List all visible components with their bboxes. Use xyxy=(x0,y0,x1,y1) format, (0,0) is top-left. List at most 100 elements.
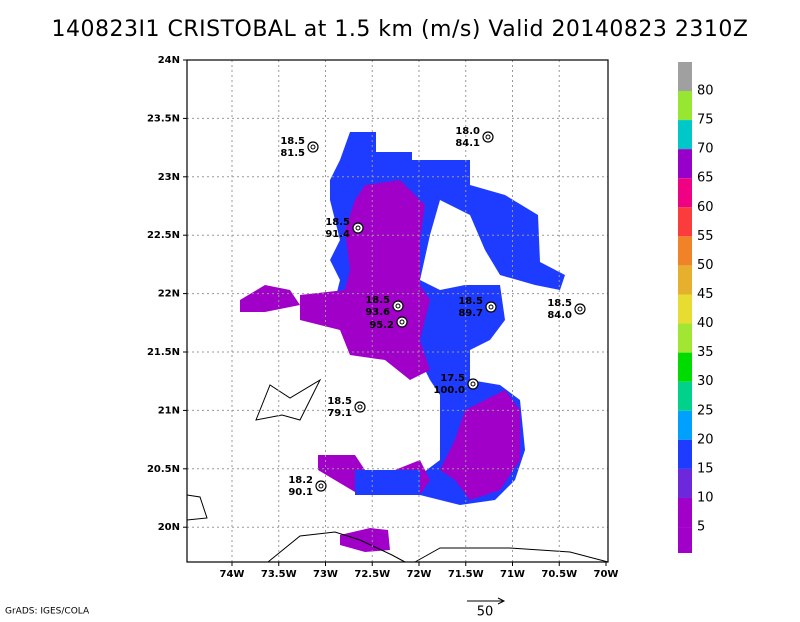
station-dot xyxy=(470,381,476,387)
coastlines xyxy=(186,378,609,563)
colorbar-swatch xyxy=(678,439,692,469)
stations: 18.581.518.084.118.591.418.593.695.218.5… xyxy=(280,126,586,498)
station-label: 79.1 xyxy=(327,408,352,419)
colorbar-swatch xyxy=(678,410,692,440)
station-label: 18.5 xyxy=(458,296,483,307)
station-ring xyxy=(482,131,494,143)
colorbar-swatch xyxy=(678,265,692,295)
wind-field xyxy=(240,132,565,552)
colorbar-label: 60 xyxy=(697,200,714,215)
station-dot xyxy=(399,319,405,325)
colorbar-label: 20 xyxy=(697,432,714,447)
station-label: 93.6 xyxy=(365,307,390,318)
station-label: 95.2 xyxy=(369,320,394,331)
station-label: 18.5 xyxy=(365,295,390,306)
colorbar-swatch xyxy=(678,323,692,353)
lat-label: 24N xyxy=(158,55,180,66)
colorbar-label: 65 xyxy=(697,171,714,186)
station-label: 84.0 xyxy=(547,310,572,321)
station-label: 91.4 xyxy=(325,229,350,240)
lat-label: 20.5N xyxy=(147,464,180,475)
station-label: 90.1 xyxy=(288,487,313,498)
colorbar-swatch xyxy=(678,207,692,237)
colorbar-swatch xyxy=(678,91,692,121)
scale-label: 50 xyxy=(477,605,494,619)
station-dot xyxy=(310,144,316,150)
colorbar: 80 75 70 65 60 55 50 45 40 35 30 25 20 15 10 5 xyxy=(678,62,714,553)
lat-label: 23.5N xyxy=(147,113,180,124)
station-ring xyxy=(307,141,319,153)
station-label: 18.0 xyxy=(455,126,480,137)
station-label: 100.0 xyxy=(433,385,465,396)
lat-label: 22.5N xyxy=(147,230,180,241)
plot-frame xyxy=(186,59,609,563)
colorbar-label: 25 xyxy=(697,403,714,418)
lon-label: 71W xyxy=(500,569,525,580)
lon-label: 73.5W xyxy=(261,569,297,580)
colorbar-label: 40 xyxy=(697,316,714,331)
colorbar-swatch xyxy=(678,497,692,528)
station-label: 18.5 xyxy=(327,396,352,407)
lon-label: 74W xyxy=(220,569,245,580)
grid: 24N 23.5N 23N 22.5N 22N 21.5N 21N 20.5N 20N 74W 73… xyxy=(147,55,619,580)
station-label: 89.7 xyxy=(458,308,483,319)
colorbar-swatch xyxy=(678,294,692,324)
colorbar-label: 15 xyxy=(697,461,714,476)
station-ring xyxy=(315,480,327,492)
colorbar-label: 55 xyxy=(697,229,714,244)
colorbar-label: 80 xyxy=(697,84,714,99)
station-ring xyxy=(392,300,404,312)
lon-label: 71.5W xyxy=(448,569,484,580)
lat-label: 23N xyxy=(158,172,180,183)
station-dot xyxy=(485,134,491,140)
colorbar-swatch xyxy=(678,236,692,266)
station-label: 84.1 xyxy=(455,138,480,149)
colorbar-label: 45 xyxy=(697,287,714,302)
title: 140823I1 CRISTOBAL at 1.5 km (m/s) Valid… xyxy=(52,17,749,42)
station-dot xyxy=(395,303,401,309)
station-ring xyxy=(352,222,364,234)
colorbar-label: 5 xyxy=(697,520,705,535)
colorbar-label: 30 xyxy=(697,374,714,389)
lat-label: 21.5N xyxy=(147,347,180,358)
station-dot xyxy=(488,304,494,310)
lon-label: 73W xyxy=(313,569,338,580)
colorbar-label: 70 xyxy=(697,142,714,157)
station-ring xyxy=(354,401,366,413)
station-dot xyxy=(357,404,363,410)
station-dot xyxy=(355,225,361,231)
station-ring xyxy=(396,316,408,328)
lat-label: 21N xyxy=(158,405,180,416)
colorbar-swatch xyxy=(678,381,692,411)
lon-label: 70W xyxy=(594,569,619,580)
colorbar-swatch xyxy=(678,468,692,498)
station-label: 17.5 xyxy=(440,373,465,384)
station-label: 18.5 xyxy=(547,298,572,309)
colorbar-label: 35 xyxy=(697,345,714,360)
station-label: 18.2 xyxy=(288,475,313,486)
station-label: 18.5 xyxy=(325,217,350,228)
lat-label: 22N xyxy=(158,289,180,300)
colorbar-label: 10 xyxy=(697,490,714,505)
station-dot xyxy=(318,483,324,489)
colorbar-swatch xyxy=(678,352,692,382)
station-label: 18.5 xyxy=(280,136,305,147)
station-ring xyxy=(574,303,586,315)
lon-label: 70.5W xyxy=(541,569,577,580)
colorbar-swatch xyxy=(678,149,692,179)
lon-label: 72W xyxy=(407,569,432,580)
scale-arrow-head xyxy=(497,597,506,605)
colorbar-label: 75 xyxy=(697,113,714,128)
credit: GrADS: IGES/COLA xyxy=(5,607,90,617)
station-label: 81.5 xyxy=(280,148,305,159)
lat-label: 20N xyxy=(158,522,180,533)
colorbar-label: 50 xyxy=(697,258,714,273)
colorbar-swatch xyxy=(678,120,692,150)
station-dot xyxy=(577,306,583,312)
colorbar-swatch xyxy=(678,178,692,208)
colorbar-swatch xyxy=(678,62,692,91)
lon-label: 72.5W xyxy=(354,569,390,580)
station-ring xyxy=(467,378,479,390)
